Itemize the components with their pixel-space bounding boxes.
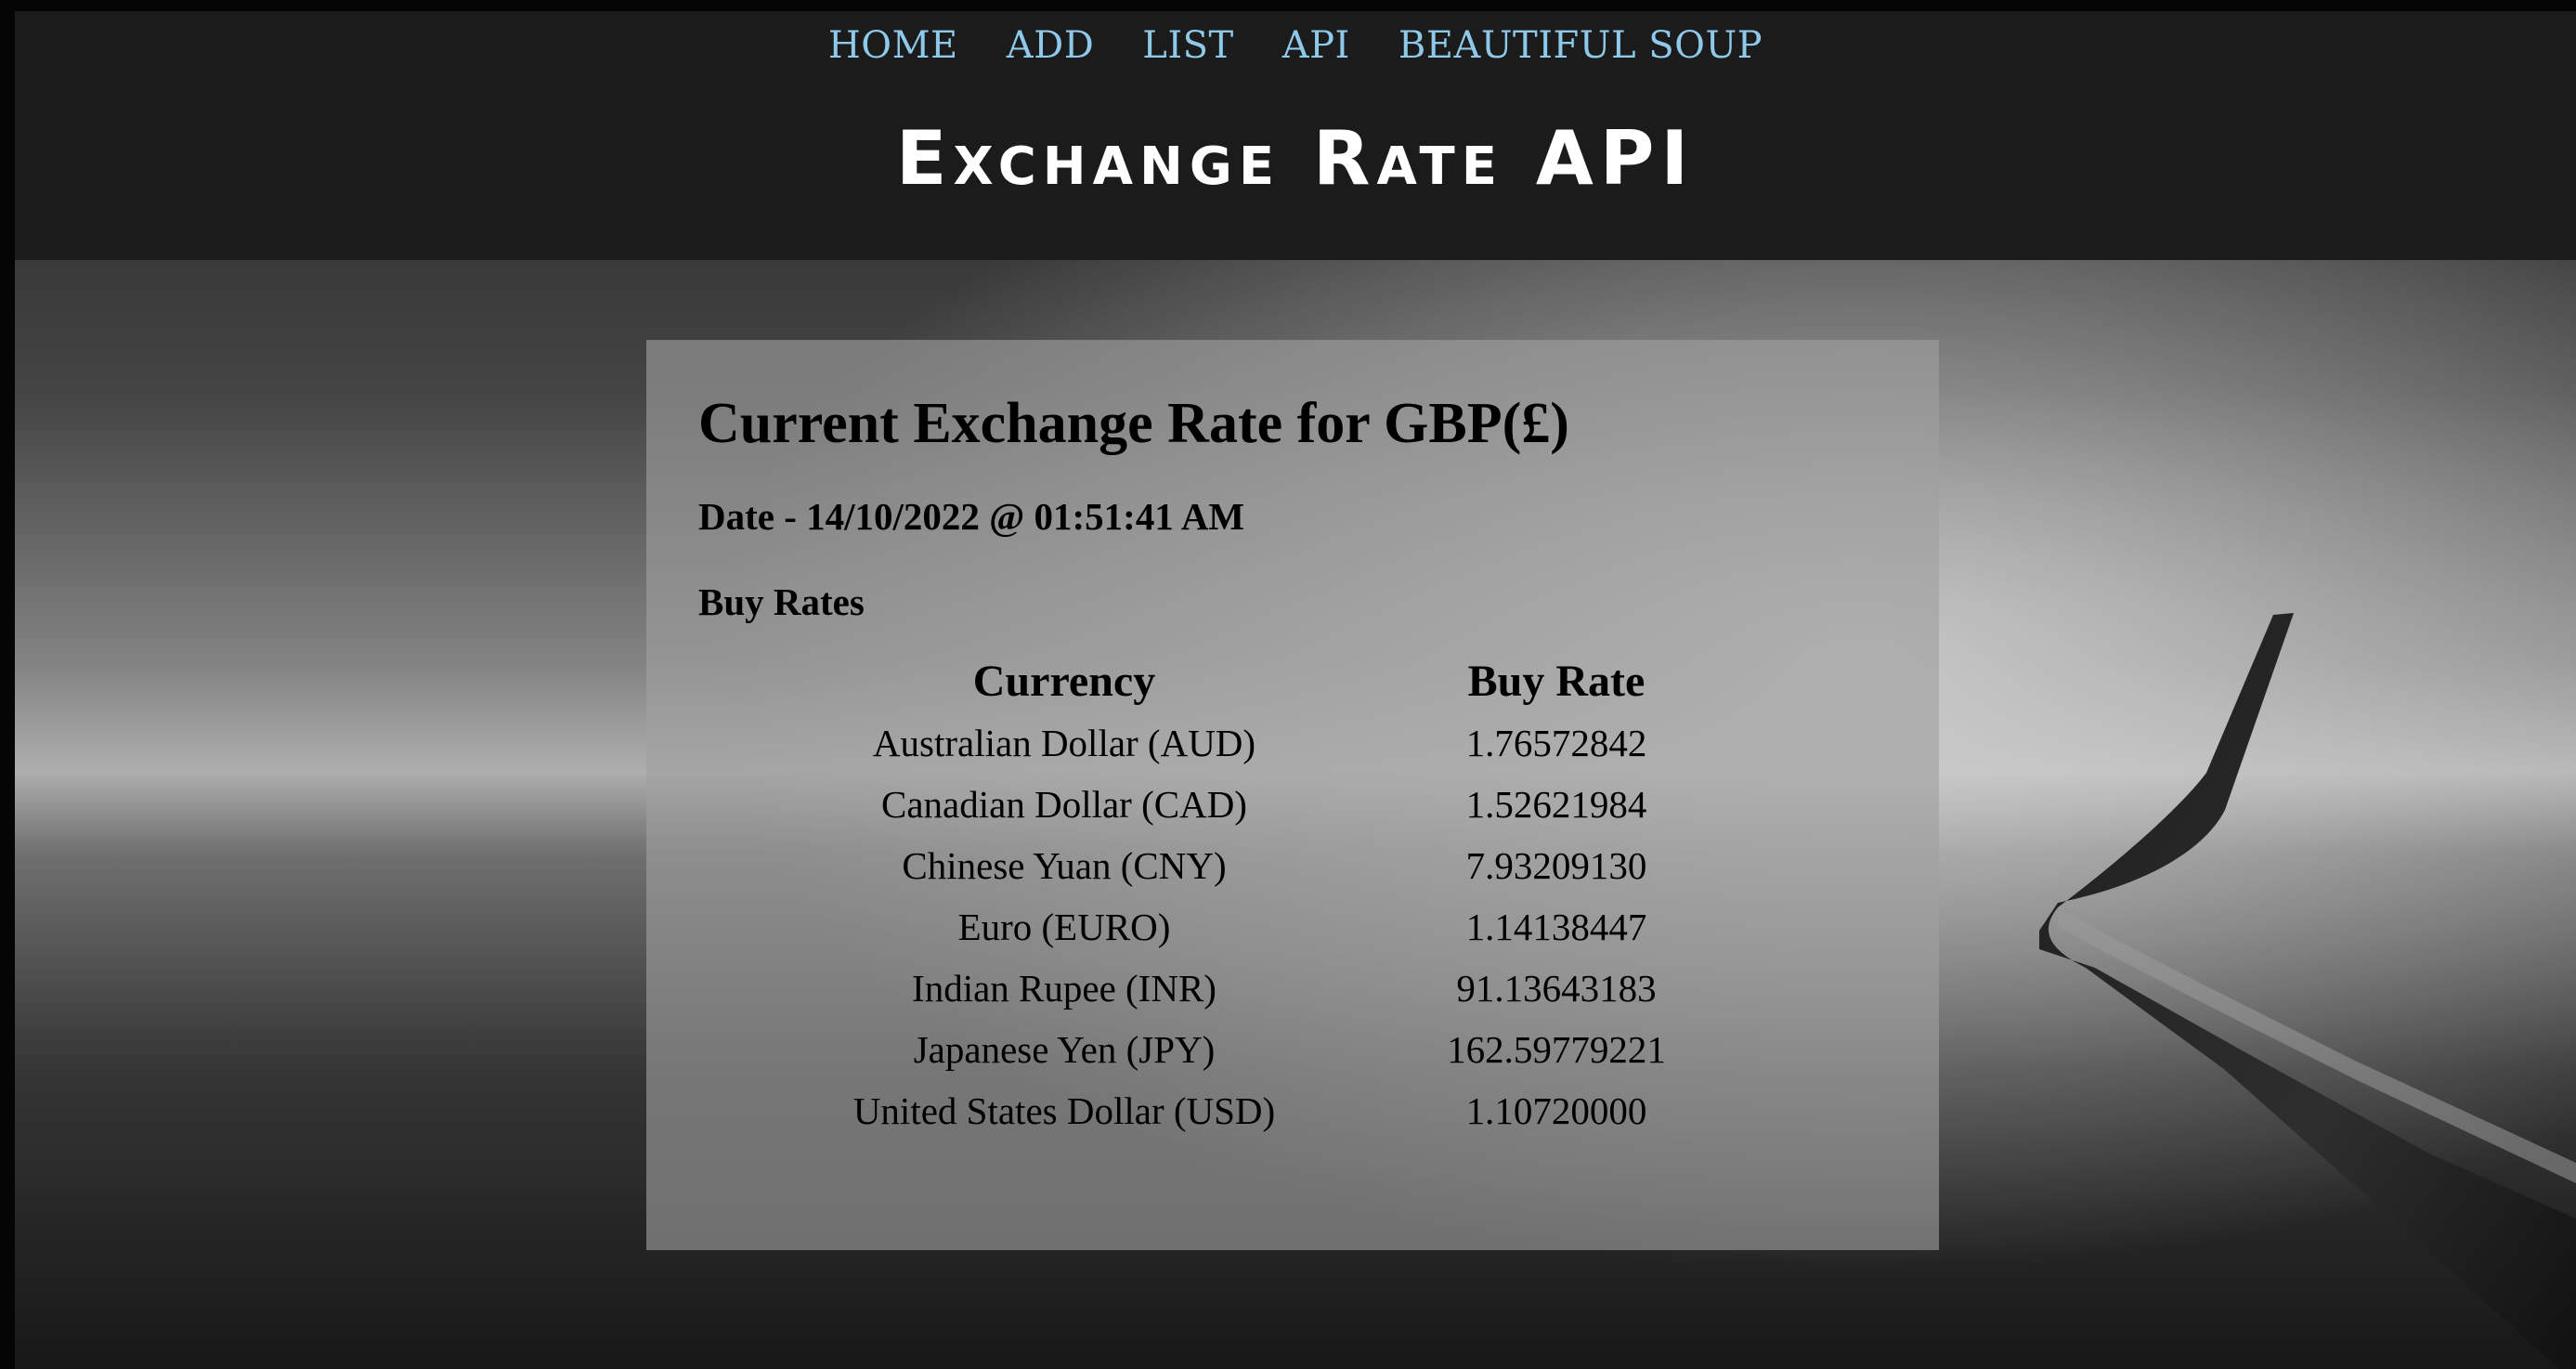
nav-api-link[interactable]: API	[1281, 24, 1350, 67]
nav-add-link[interactable]: ADD	[1006, 24, 1095, 67]
table-row: Canadian Dollar (CAD) 1.52621984	[748, 774, 1733, 835]
buy-rate-column-header: Buy Rate	[1467, 657, 1646, 707]
exchange-rate-card: Current Exchange Rate for GBP(£) Date - …	[646, 340, 1939, 1250]
table-header-row: Currency Buy Rate	[748, 656, 1733, 712]
currency-cell: Australian Dollar (AUD)	[872, 722, 1256, 765]
currency-column-header: Currency	[972, 657, 1156, 707]
currency-cell: Chinese Yuan (CNY)	[902, 844, 1227, 888]
table-row: Japanese Yen (JPY) 162.59779221	[748, 1019, 1733, 1080]
table-row: Indian Rupee (INR) 91.13643183	[748, 958, 1733, 1019]
currency-cell: Indian Rupee (INR)	[912, 967, 1216, 1010]
rate-cell: 1.52621984	[1465, 783, 1647, 827]
rate-cell: 162.59779221	[1447, 1028, 1666, 1072]
rate-cell: 1.76572842	[1465, 722, 1647, 765]
nav-home-link[interactable]: HOME	[827, 24, 958, 67]
site-header: HOME ADD LIST API BEAUTIFUL SOUP Exchang…	[15, 11, 2576, 260]
browser-viewport: HOME ADD LIST API BEAUTIFUL SOUP Exchang…	[15, 11, 2576, 1369]
nav-beautiful-soup-link[interactable]: BEAUTIFUL SOUP	[1398, 24, 1763, 67]
rate-cell: 1.10720000	[1465, 1089, 1647, 1133]
currency-cell: United States Dollar (USD)	[852, 1089, 1276, 1133]
main-nav: HOME ADD LIST API BEAUTIFUL SOUP	[15, 24, 2576, 67]
table-row: United States Dollar (USD) 1.10720000	[748, 1080, 1733, 1141]
card-title: Current Exchange Rate for GBP(£)	[698, 392, 1569, 455]
currency-cell: Japanese Yen (JPY)	[913, 1028, 1216, 1072]
rate-date: Date - 14/10/2022 @ 01:51:41 AM	[698, 495, 1245, 539]
rate-cell: 1.14138447	[1465, 906, 1647, 949]
currency-cell: Euro (EURO)	[957, 906, 1171, 949]
table-row: Australian Dollar (AUD) 1.76572842	[748, 712, 1733, 774]
rate-cell: 7.93209130	[1465, 844, 1647, 888]
rate-cell: 91.13643183	[1456, 967, 1657, 1010]
table-row: Euro (EURO) 1.14138447	[748, 896, 1733, 958]
buy-rates-heading: Buy Rates	[698, 580, 865, 624]
site-title: Exchange Rate API	[895, 115, 1696, 202]
table-row: Chinese Yuan (CNY) 7.93209130	[748, 835, 1733, 896]
currency-cell: Canadian Dollar (CAD)	[881, 783, 1247, 827]
buy-rates-table: Currency Buy Rate Australian Dollar (AUD…	[748, 656, 1733, 1141]
nav-list-link[interactable]: LIST	[1142, 24, 1234, 67]
